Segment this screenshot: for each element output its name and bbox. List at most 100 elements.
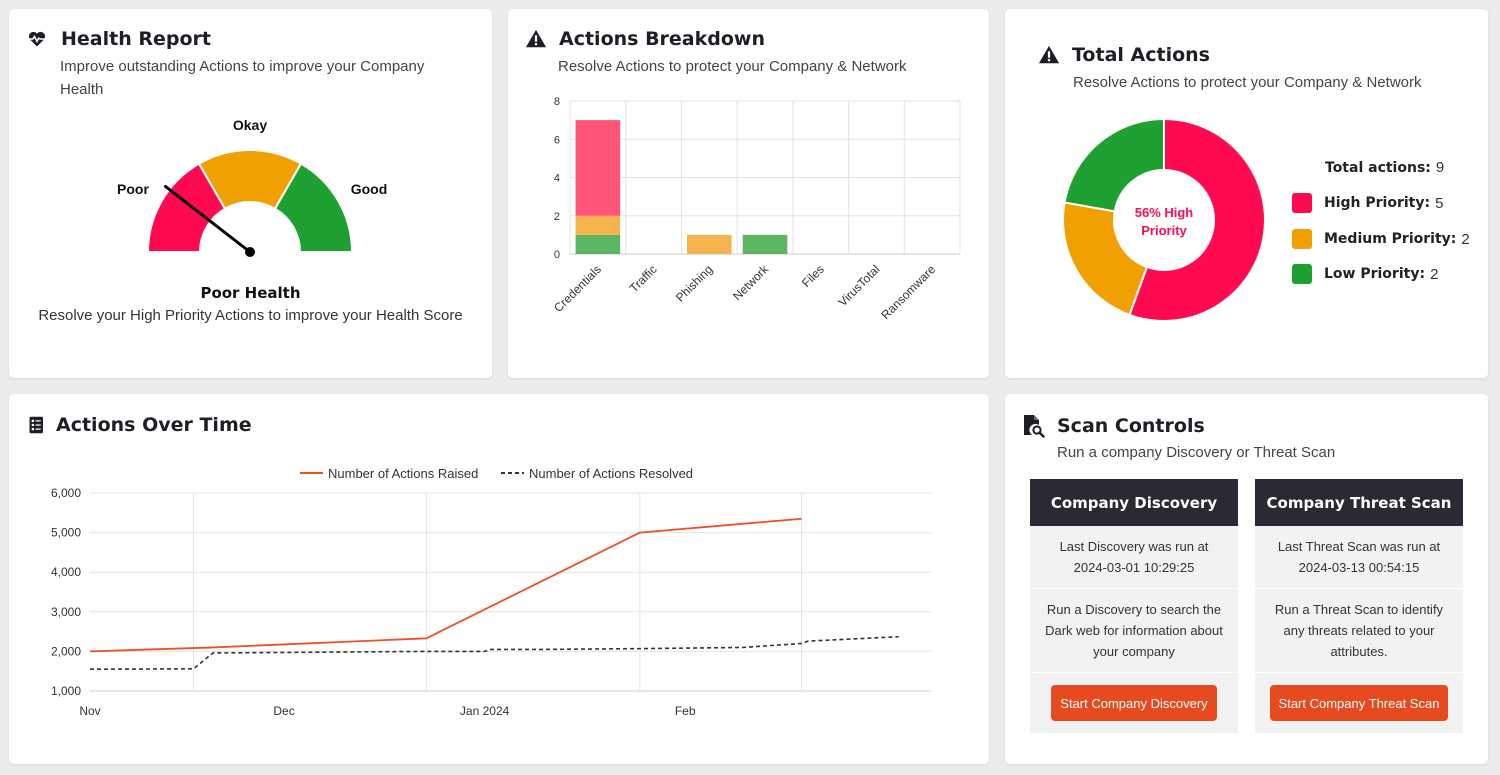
heartbeat-icon [28,31,46,47]
warning-icon [525,29,547,48]
threat-desc-line1: Run a Threat Scan to identify [1274,602,1444,617]
health-report-title: Health Report [26,28,211,50]
total-actions-subtitle: Resolve Actions to protect your Company … [1073,74,1422,91]
legend-medium-priority: Medium Priority: 2 [1292,229,1470,249]
donut-slice-high-priority[interactable] [1128,117,1266,322]
donut-center-line1: 56% High [1135,205,1194,220]
donut-slice-medium-priority[interactable] [1062,201,1149,317]
health-status: Poor Health [200,284,301,302]
line-y-tick: 4,000 [51,565,81,579]
bar-segment-high[interactable] [575,120,621,216]
company-discovery-header: Company Discovery [1030,479,1238,526]
line-x-tick: Feb [675,704,696,718]
bar-category-label: Ransomware [878,262,938,322]
bar-segment-low[interactable] [742,234,788,254]
gauge-label-okay: Okay [233,117,267,133]
bar-y-tick: 6 [554,134,560,146]
discovery-desc-line3: your company [1093,644,1175,659]
bar-y-tick: 8 [554,96,560,108]
threat-desc-line3: attributes. [1330,644,1388,659]
legend-high-priority: High Priority: 5 [1292,193,1443,213]
series-actions-raised[interactable] [89,517,802,653]
actions-over-time-card: Actions Over Time Number of Actions Rais… [9,394,989,764]
health-subtitle-line2: Health [60,81,104,98]
threat-desc-line2: any threats related to your [1283,623,1435,638]
company-discovery-last-run: Last Discovery was run at 2024-03-01 10:… [1030,526,1238,589]
discovery-last-time: 2024-03-01 10:29:25 [1073,560,1195,575]
legend-swatch-high [1292,193,1312,213]
company-discovery-button-wrap: Start Company Discovery [1030,673,1238,733]
bar-segment-medium[interactable] [575,215,621,235]
discovery-desc-line1: Run a Discovery to search the [1046,602,1222,617]
bar-category-label: Phishing [673,262,715,304]
start-company-discovery-button[interactable]: Start Company Discovery [1051,685,1217,721]
bar-category-label: VirusTotal [836,262,883,309]
company-discovery-description: Run a Discovery to search the Dark web f… [1030,589,1238,673]
actions-breakdown-title: Actions Breakdown [525,28,765,50]
threat-last-time: 2024-03-13 00:54:15 [1298,560,1420,575]
company-threat-scan-button-wrap: Start Company Threat Scan [1255,673,1463,733]
actions-over-time-title: Actions Over Time [28,414,252,436]
line-y-tick: 1,000 [51,684,81,698]
company-threat-scan-last-run: Last Threat Scan was run at 2024-03-13 0… [1255,526,1463,589]
gauge-segment-good [273,162,354,253]
actions-over-time-title-text: Actions Over Time [56,414,252,436]
legend-value-high: 5 [1435,194,1444,212]
scan-controls-title: Scan Controls [1020,414,1205,438]
legend-low-priority: Low Priority: 2 [1292,264,1438,284]
health-report-card: Health Report Improve outstanding Action… [9,9,492,378]
donut-slice-low-priority[interactable] [1063,117,1165,213]
discovery-last-label: Last Discovery was run at [1059,539,1209,554]
scan-controls-title-text: Scan Controls [1057,415,1205,437]
legend-value-low: 2 [1430,265,1439,283]
health-gauge: Poor Okay Good [117,117,388,257]
actions-breakdown-title-text: Actions Breakdown [559,28,765,50]
health-subtitle-line1: Improve outstanding Actions to improve y… [60,58,425,75]
legend-label-low: Low Priority: [1324,266,1426,282]
actions-breakdown-card: Actions Breakdown Resolve Actions to pro… [508,9,989,378]
gauge-needle [163,184,252,254]
legend-swatch-medium [1292,229,1312,249]
health-message: Resolve your High Priority Actions to im… [38,307,463,324]
actions-breakdown-subtitle: Resolve Actions to protect your Company … [558,58,907,75]
line-y-tick: 6,000 [51,486,81,500]
scan-controls-card: Scan Controls Run a company Discovery or… [1005,394,1488,764]
company-discovery-panel: Company Discovery Last Discovery was run… [1030,479,1238,733]
total-actions-title: Total Actions [1038,44,1210,66]
start-company-threat-scan-button[interactable]: Start Company Threat Scan [1269,685,1449,721]
scan-controls-subtitle: Run a company Discovery or Threat Scan [1057,444,1336,461]
warning-icon [1038,45,1060,64]
total-actions-title-text: Total Actions [1072,44,1210,66]
bar-y-tick: 4 [554,173,560,185]
legend-label-resolved: Number of Actions Resolved [529,466,693,481]
line-x-tick: Jan 2024 [460,704,510,718]
line-y-tick: 2,000 [51,644,81,658]
bar-category-label: Credentials [551,262,604,315]
company-threat-scan-panel: Company Threat Scan Last Threat Scan was… [1255,479,1463,733]
company-threat-scan-description: Run a Threat Scan to identify any threat… [1255,589,1463,673]
total-actions-card: Total Actions Resolve Actions to protect… [1005,9,1488,378]
threat-last-label: Last Threat Scan was run at [1277,539,1441,554]
actions-breakdown-chart: 0 2 4 6 8 Credentials Traffic Phishing Network Fi… [551,96,961,322]
bar-y-tick: 0 [554,249,560,261]
gauge-label-good: Good [351,181,388,197]
bar-category-label: Traffic [627,262,660,295]
line-x-tick: Nov [79,704,100,718]
health-report-title-text: Health Report [61,28,211,50]
file-search-icon [1024,415,1045,438]
line-x-tick: Dec [273,704,294,718]
gauge-label-poor: Poor [117,181,149,197]
gauge-needle-pivot [245,247,255,257]
bar-segment-medium[interactable] [687,234,732,254]
series-actions-resolved[interactable] [89,635,899,671]
total-actions-count: Total actions: 9 [1325,159,1444,176]
priority-donut-chart: 56% High Priority [1062,117,1266,322]
legend-label-raised: Number of Actions Raised [328,466,478,481]
bar-y-tick: 2 [554,211,560,223]
legend-label-medium: Medium Priority: [1324,231,1457,247]
total-actions-value: 9 [1435,159,1445,176]
company-threat-scan-header: Company Threat Scan [1255,479,1463,526]
legend-swatch-low [1292,264,1312,284]
bar-segment-low[interactable] [575,234,621,254]
legend-value-medium: 2 [1461,230,1470,248]
